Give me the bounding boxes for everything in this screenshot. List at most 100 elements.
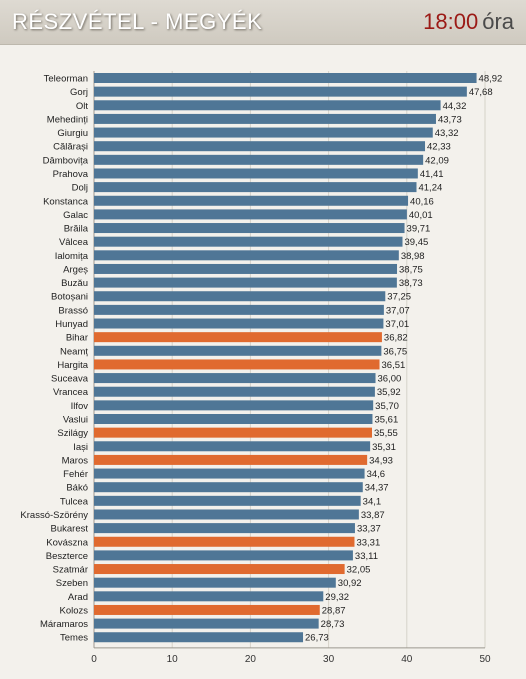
value-label: 28,73 bbox=[321, 619, 345, 630]
bar bbox=[94, 304, 384, 315]
bar bbox=[94, 154, 424, 165]
category-label: Szeben bbox=[56, 578, 88, 589]
category-label: Argeș bbox=[63, 264, 88, 275]
category-label: Bákó bbox=[66, 483, 88, 494]
value-label: 47,68 bbox=[469, 87, 493, 98]
value-label: 30,92 bbox=[338, 578, 362, 589]
value-label: 33,11 bbox=[355, 551, 378, 562]
x-tick-label: 30 bbox=[323, 654, 335, 665]
x-tick-label: 40 bbox=[401, 654, 413, 665]
bar bbox=[94, 536, 355, 547]
chart-title: RÉSZVÉTEL - MEGYÉK bbox=[12, 9, 263, 34]
bar bbox=[94, 332, 382, 343]
category-label: Hunyad bbox=[55, 319, 88, 330]
category-label: Iași bbox=[73, 442, 88, 453]
value-label: 38,73 bbox=[399, 278, 423, 289]
bar bbox=[94, 277, 397, 288]
value-label: 40,01 bbox=[409, 210, 433, 221]
category-label: Kolozs bbox=[59, 605, 88, 616]
bar bbox=[94, 73, 477, 83]
category-label: Vaslui bbox=[63, 415, 88, 426]
value-label: 29,32 bbox=[325, 592, 349, 603]
value-label: 33,87 bbox=[361, 510, 385, 521]
value-label: 41,24 bbox=[418, 183, 442, 194]
bar bbox=[94, 291, 386, 302]
category-label: Ilfov bbox=[71, 401, 89, 412]
bar bbox=[94, 604, 320, 615]
value-label: 36,51 bbox=[382, 360, 406, 371]
bar bbox=[94, 359, 380, 370]
bar bbox=[94, 468, 365, 479]
category-label: Konstanca bbox=[43, 196, 89, 207]
category-label: Galac bbox=[63, 210, 88, 221]
category-label: Vâlcea bbox=[59, 237, 89, 248]
category-label: Prahova bbox=[53, 169, 89, 180]
category-label: Szatmár bbox=[53, 565, 88, 576]
x-tick-label: 0 bbox=[91, 654, 97, 665]
value-label: 34,1 bbox=[363, 496, 382, 507]
value-label: 48,92 bbox=[479, 74, 503, 85]
value-label: 36,75 bbox=[383, 346, 407, 357]
bar bbox=[94, 482, 363, 493]
bar bbox=[94, 113, 436, 124]
value-label: 43,32 bbox=[435, 128, 459, 139]
bar bbox=[94, 209, 407, 220]
x-tick-label: 10 bbox=[167, 654, 179, 665]
value-label: 39,45 bbox=[404, 237, 428, 248]
category-label: Szilágy bbox=[57, 428, 88, 439]
category-label: Buzău bbox=[61, 278, 88, 289]
bar bbox=[94, 454, 368, 465]
value-label: 34,6 bbox=[367, 469, 386, 480]
value-label: 35,92 bbox=[377, 387, 401, 398]
value-label: 37,25 bbox=[387, 292, 411, 303]
category-label: Neamț bbox=[60, 346, 88, 357]
value-label: 37,01 bbox=[385, 319, 409, 330]
bar-chart: 0 10 20 30 40 50 Teleorman 48,92 Gorj 47,68 Olt 44,… bbox=[20, 71, 503, 665]
category-label: Temes bbox=[60, 633, 88, 644]
category-label: Arad bbox=[68, 592, 88, 603]
value-label: 38,75 bbox=[399, 264, 423, 275]
category-label: Máramaros bbox=[40, 619, 88, 630]
bar bbox=[94, 263, 398, 274]
bar bbox=[94, 236, 403, 247]
bar bbox=[94, 577, 336, 588]
category-label: Botoșani bbox=[51, 292, 88, 303]
value-label: 28,87 bbox=[322, 605, 346, 616]
value-label: 41,41 bbox=[420, 169, 444, 180]
bar bbox=[94, 386, 375, 397]
category-label: Ialomița bbox=[55, 251, 89, 262]
value-label: 34,37 bbox=[365, 483, 389, 494]
bar bbox=[94, 400, 374, 411]
bar bbox=[94, 591, 324, 602]
category-label: Dâmbovița bbox=[43, 155, 89, 166]
category-label: Giurgiu bbox=[57, 128, 88, 139]
bar bbox=[94, 168, 418, 179]
category-label: Bukarest bbox=[51, 524, 89, 535]
bar bbox=[94, 195, 409, 206]
bar bbox=[94, 86, 467, 97]
value-label: 37,07 bbox=[386, 305, 410, 316]
x-tick-label: 20 bbox=[245, 654, 257, 665]
category-label: Suceava bbox=[51, 374, 89, 385]
value-label: 39,71 bbox=[407, 224, 431, 235]
bar bbox=[94, 441, 371, 452]
chart-header: RÉSZVÉTEL - MEGYÉK 18:00 óra bbox=[0, 0, 526, 45]
bar bbox=[94, 345, 382, 356]
value-label: 26,73 bbox=[305, 633, 329, 644]
bar bbox=[94, 523, 355, 534]
bar bbox=[94, 564, 345, 575]
value-label: 35,61 bbox=[374, 415, 398, 426]
x-tick-label: 50 bbox=[479, 654, 491, 665]
time-unit: óra bbox=[482, 9, 514, 34]
value-label: 35,55 bbox=[374, 428, 398, 439]
category-label: Beszterce bbox=[46, 551, 88, 562]
value-label: 33,37 bbox=[357, 524, 381, 535]
value-label: 42,09 bbox=[425, 155, 449, 166]
value-label: 36,82 bbox=[384, 333, 408, 344]
category-label: Mehedinți bbox=[47, 114, 88, 125]
value-label: 34,93 bbox=[369, 455, 393, 466]
category-label: Vrancea bbox=[53, 387, 89, 398]
value-label: 42,33 bbox=[427, 142, 451, 153]
value-label: 43,73 bbox=[438, 114, 462, 125]
value-label: 36,00 bbox=[378, 374, 402, 385]
